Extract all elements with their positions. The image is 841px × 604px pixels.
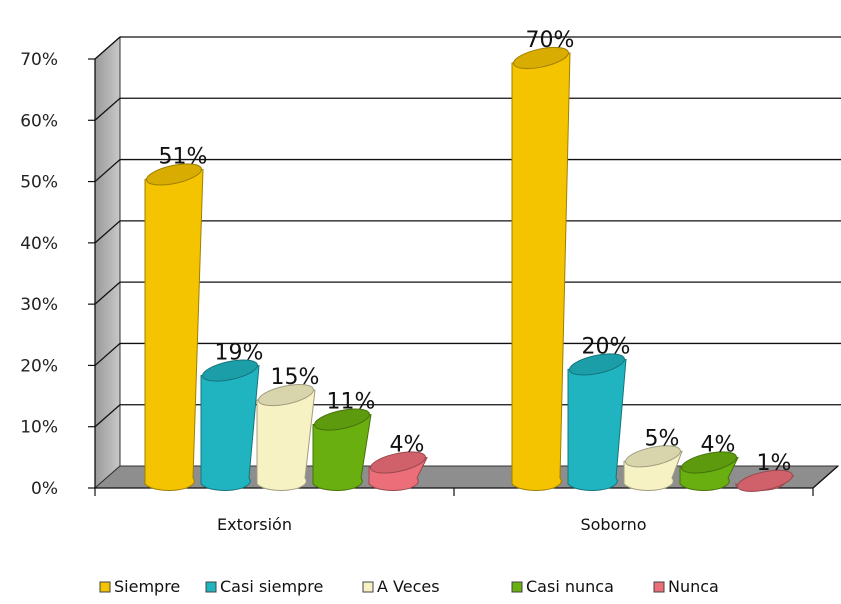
y-tick-label: 20% [20, 356, 58, 376]
bar [368, 451, 428, 491]
data-label: 4% [701, 432, 736, 457]
gridline [94, 97, 841, 121]
y-tick-label: 60% [20, 111, 58, 131]
gridline [94, 342, 841, 366]
bar-top [625, 445, 681, 468]
legend-swatch [205, 581, 217, 593]
data-label: 4% [390, 432, 425, 457]
data-label: 70% [526, 28, 575, 53]
gridline [94, 36, 841, 60]
data-label: 1% [757, 451, 792, 476]
bar [735, 469, 795, 492]
y-tick-label: 10% [20, 418, 58, 438]
bar-body [200, 364, 260, 491]
bar [200, 359, 260, 491]
bar [312, 408, 372, 491]
legend-label: A Veces [377, 577, 440, 596]
bar-top [258, 384, 314, 407]
bar-top [681, 451, 737, 474]
bar-top [202, 359, 258, 382]
legend-label: Casi nunca [526, 577, 614, 596]
x-axis-end [812, 465, 839, 489]
bar-body [312, 413, 372, 491]
bar-top [569, 353, 625, 376]
legend-item: Nunca [653, 577, 719, 596]
legend-swatch [653, 581, 665, 593]
data-label: 20% [582, 334, 631, 359]
legend-label: Casi siempre [220, 577, 323, 596]
bar [144, 163, 204, 491]
legend-item: A Veces [362, 577, 440, 596]
bar [567, 353, 627, 491]
bar [256, 384, 316, 491]
data-label: 19% [215, 341, 264, 366]
y-tick-label: 50% [20, 173, 58, 193]
y-tick-label: 0% [31, 479, 58, 499]
legend-item: Casi siempre [205, 577, 323, 596]
legend-label: Nunca [668, 577, 719, 596]
bar-top [146, 163, 202, 186]
bar [511, 46, 571, 491]
data-label: 11% [327, 390, 376, 415]
legend-item: Siempre [99, 577, 180, 596]
y-tick-label: 70% [20, 50, 58, 70]
gridline [94, 158, 841, 183]
legend-swatch [511, 581, 523, 593]
x-category-label: Extorsión [217, 515, 292, 534]
bar-top [737, 469, 793, 492]
y-tick-label: 40% [20, 234, 58, 254]
bar-body [256, 389, 316, 491]
legend-item: Casi nunca [511, 577, 614, 596]
y-tick-label: 30% [20, 295, 58, 315]
x-category-label: Soborno [580, 515, 646, 534]
legend-swatch [362, 581, 374, 593]
bar-body [511, 52, 571, 491]
bar-body [567, 358, 627, 491]
data-label: 51% [159, 144, 208, 169]
data-label: 15% [271, 365, 320, 390]
legend-label: Siempre [114, 577, 180, 596]
bar [623, 445, 683, 491]
data-label: 5% [645, 426, 680, 451]
bar [679, 451, 739, 491]
gridline [94, 281, 841, 305]
bar-body [144, 168, 204, 491]
legend-swatch [99, 581, 111, 593]
bar-top [314, 408, 370, 431]
gridline [94, 220, 841, 244]
chart-side-wall [94, 35, 121, 490]
bar-top [513, 46, 569, 70]
bar-top [370, 451, 426, 474]
